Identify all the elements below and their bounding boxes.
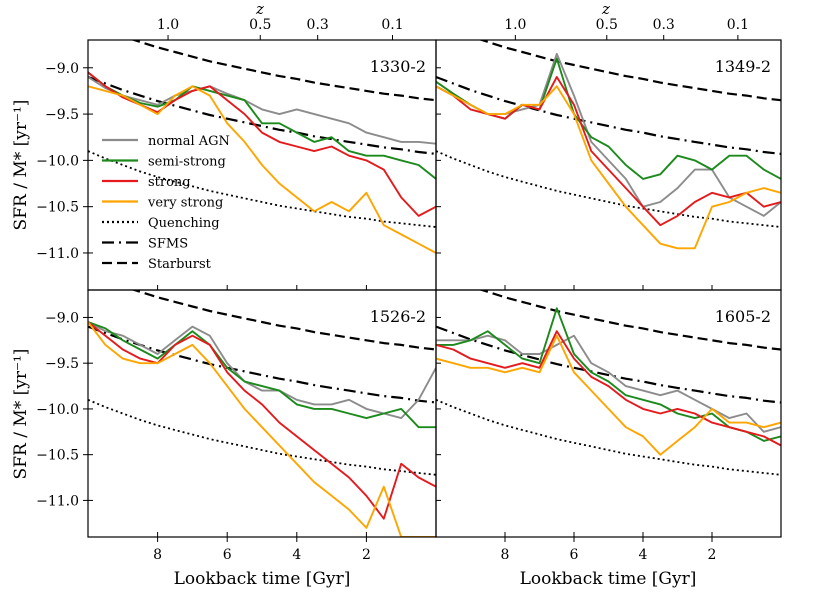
legend-label: very strong xyxy=(147,196,223,211)
series-line-semi-strong xyxy=(88,321,436,429)
series-line-quenching xyxy=(88,398,436,476)
series-line-strong xyxy=(88,321,436,520)
series-line-strong xyxy=(436,76,781,227)
legend-label: normal AGN xyxy=(148,134,230,149)
x-tick-label: 8 xyxy=(501,547,510,563)
series-line-starburst xyxy=(478,290,781,351)
legend-entry-semi-strong: semi-strong xyxy=(102,155,226,170)
z-tick-label: 0.1 xyxy=(727,17,749,33)
series-line-normal-agn xyxy=(436,334,781,433)
legend-label: Starburst xyxy=(148,257,212,272)
x-axis-label-left: Lookback time [Gyr] xyxy=(174,569,351,589)
x-tick-label: 6 xyxy=(223,547,232,563)
legend-entry-sfms: SFMS xyxy=(102,237,188,252)
legend-entry-starburst: Starburst xyxy=(102,257,212,272)
legend-entry-very-strong: very strong xyxy=(102,196,223,211)
panel-frame xyxy=(435,289,782,538)
z-tick-label: 0.1 xyxy=(381,17,403,33)
series-line-very-strong xyxy=(436,334,781,456)
series-line-very-strong xyxy=(88,85,436,254)
x-tick-label: 8 xyxy=(153,547,162,563)
y-tick-label: −10.5 xyxy=(36,448,79,464)
y-tick-label: −9.0 xyxy=(45,310,79,326)
y-axis-label-top: SFR / M* [yr⁻¹] xyxy=(11,100,31,231)
series-group xyxy=(88,290,436,537)
y-tick-label: −10.0 xyxy=(36,153,79,169)
series-line-sfms xyxy=(436,325,781,404)
panel-title: 1349-2 xyxy=(715,57,771,76)
series-line-sfms xyxy=(88,325,436,404)
x-tick-label: 4 xyxy=(639,547,648,563)
legend-label: SFMS xyxy=(148,237,188,252)
y-tick-label: −11.0 xyxy=(36,493,79,509)
z-tick-label: 1.0 xyxy=(504,17,526,33)
series-group xyxy=(436,40,781,250)
y-tick-label: −11.0 xyxy=(36,246,79,262)
legend-label: semi-strong xyxy=(148,155,226,170)
z-tick-label: 1.0 xyxy=(157,17,179,33)
z-axis-label-right: z xyxy=(601,0,610,18)
x-tick-label: 6 xyxy=(570,547,579,563)
legend: normal AGN semi-strong strong very strong Qu… xyxy=(102,134,230,272)
z-tick-label: 0.5 xyxy=(596,17,618,33)
z-axis-label-left: z xyxy=(255,0,264,18)
y-tick-label: −9.5 xyxy=(45,107,79,123)
panel-title: 1526-2 xyxy=(370,307,426,326)
series-line-semi-strong xyxy=(436,307,781,442)
series-group xyxy=(436,290,781,476)
panel-1605-2: 1605-2 8 6 4 2 xyxy=(435,289,782,563)
series-line-sfms xyxy=(88,75,436,155)
x-tick-label: 2 xyxy=(362,547,371,563)
y-tick-label: −10.5 xyxy=(36,200,79,216)
panel-title: 1330-2 xyxy=(370,57,426,76)
panels: 1330-2 −9.0 −9.5 −10.0 −10.5 −11.0 1.0 0.5 0.3 0.… xyxy=(36,17,782,563)
panel-frame xyxy=(435,39,782,291)
legend-entry-normal-agn: normal AGN xyxy=(102,134,230,149)
series-group xyxy=(88,40,436,254)
x-axis-label-right: Lookback time [Gyr] xyxy=(520,569,697,589)
series-line-normal-agn xyxy=(88,321,436,420)
y-tick-label: −10.0 xyxy=(36,402,79,418)
series-line-normal-agn xyxy=(88,76,436,145)
panel-title: 1605-2 xyxy=(715,307,771,326)
legend-entry-quenching: Quenching xyxy=(102,216,220,231)
series-line-starburst xyxy=(478,40,781,102)
y-axis-label-bottom: SFR / M* [yr⁻¹] xyxy=(11,349,31,480)
series-line-very-strong xyxy=(88,321,436,537)
series-line-quenching xyxy=(436,150,781,228)
series-line-quenching xyxy=(436,398,781,476)
series-line-normal-agn xyxy=(436,52,781,217)
series-line-semi-strong xyxy=(88,71,436,180)
series-line-strong xyxy=(436,330,781,447)
z-tick-label: 0.5 xyxy=(249,17,271,33)
z-tick-label: 0.3 xyxy=(653,17,675,33)
z-tick-label: 0.3 xyxy=(307,17,329,33)
series-line-quenching xyxy=(88,150,436,228)
panel-1349-2: 1349-2 1.0 0.5 0.3 0.1 xyxy=(435,17,782,291)
panel-1526-2: 1526-2 8 6 4 2 −9.0 −9.5 −10.0 −10.5 −11.0 xyxy=(36,289,437,563)
legend-label: strong xyxy=(148,175,191,190)
x-tick-label: 2 xyxy=(708,547,717,563)
legend-label: Quenching xyxy=(148,216,220,231)
legend-entry-strong: strong xyxy=(102,175,191,190)
x-tick-label: 4 xyxy=(292,547,301,563)
series-line-starburst xyxy=(130,40,436,102)
y-tick-label: −9.0 xyxy=(45,61,79,77)
y-tick-label: −9.5 xyxy=(45,356,79,372)
series-line-very-strong xyxy=(436,85,781,250)
series-line-sfms xyxy=(436,75,781,155)
panel-1330-2: 1330-2 −9.0 −9.5 −10.0 −10.5 −11.0 1.0 0.5 0.3 0.… xyxy=(36,17,437,291)
series-line-starburst xyxy=(130,290,436,351)
